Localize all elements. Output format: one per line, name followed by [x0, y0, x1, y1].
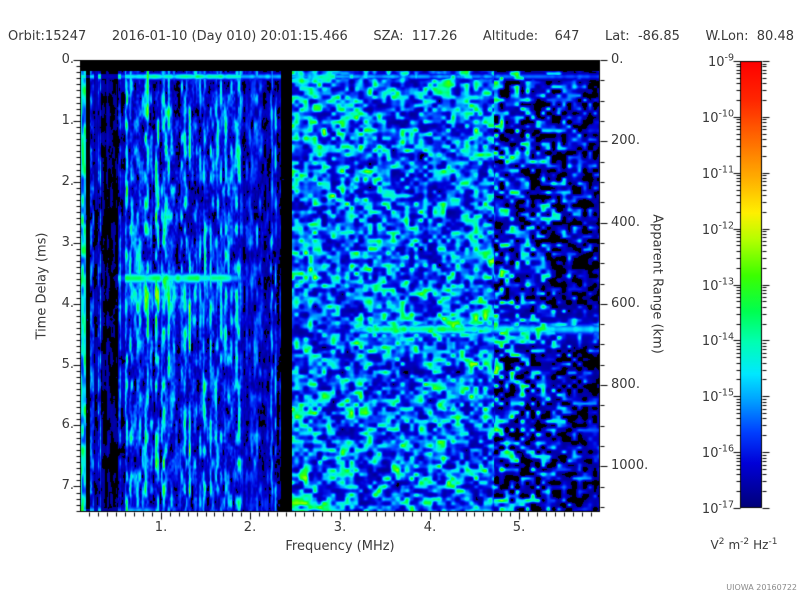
y-tick-label: 7.: [61, 478, 74, 493]
y-tick-label: 2.: [61, 174, 74, 189]
y-tick-label: 0.: [61, 52, 74, 67]
range-tick-label: 800.: [611, 377, 640, 392]
colorbar-tick-label: 10-17: [701, 500, 734, 518]
colorbar-tick-label: 10-10: [701, 109, 734, 127]
x-axis-title: Frequency (MHz): [285, 539, 395, 554]
range-tick-label: 1000.: [611, 458, 649, 473]
colorbar-units-label: V2 m-2 Hz-1: [688, 537, 800, 552]
unit-meters-exponent: -2: [740, 537, 750, 547]
y-tick-label: 3.: [61, 235, 74, 250]
y-axis-title-left: Time Delay (ms): [34, 232, 50, 340]
y-axis-title-right: Apparent Range (km): [649, 214, 665, 354]
x-tick-label: 5.: [512, 520, 526, 535]
y-tick-label: 5.: [61, 357, 74, 372]
unit-hertz: Hz: [753, 538, 769, 552]
unit-volts-exponent: 2: [718, 537, 725, 547]
range-tick-label: 0.: [611, 52, 624, 67]
x-tick-label: 4.: [423, 520, 437, 535]
x-tick-label: 2.: [243, 520, 257, 535]
range-tick-label: 400.: [611, 215, 640, 230]
unit-volts: V: [710, 538, 719, 552]
range-tick-label: 200.: [611, 133, 640, 148]
colorbar-tick-label: 10-16: [701, 444, 734, 462]
colorbar-tick-label: 10-15: [701, 388, 734, 406]
unit-meters: m: [728, 538, 741, 552]
colorbar-tick-label: 10-13: [701, 277, 734, 295]
y-tick-label: 4.: [61, 296, 74, 311]
colorbar-tick-label: 10-11: [701, 165, 734, 183]
y-tick-label: 1.: [61, 113, 74, 128]
y-tick-label: 6.: [61, 417, 74, 432]
colorbar-tick-label: 10-12: [701, 221, 734, 239]
x-tick-label: 1.: [154, 520, 168, 535]
x-tick-label: 3.: [333, 520, 347, 535]
colorbar-tick-label: 10-9: [707, 53, 734, 71]
colorbar-tick-label: 10-14: [701, 332, 734, 350]
credit-text: UIOWA 20160722: [726, 583, 797, 592]
unit-hertz-exponent: -1: [768, 537, 778, 547]
range-tick-label: 600.: [611, 296, 640, 311]
